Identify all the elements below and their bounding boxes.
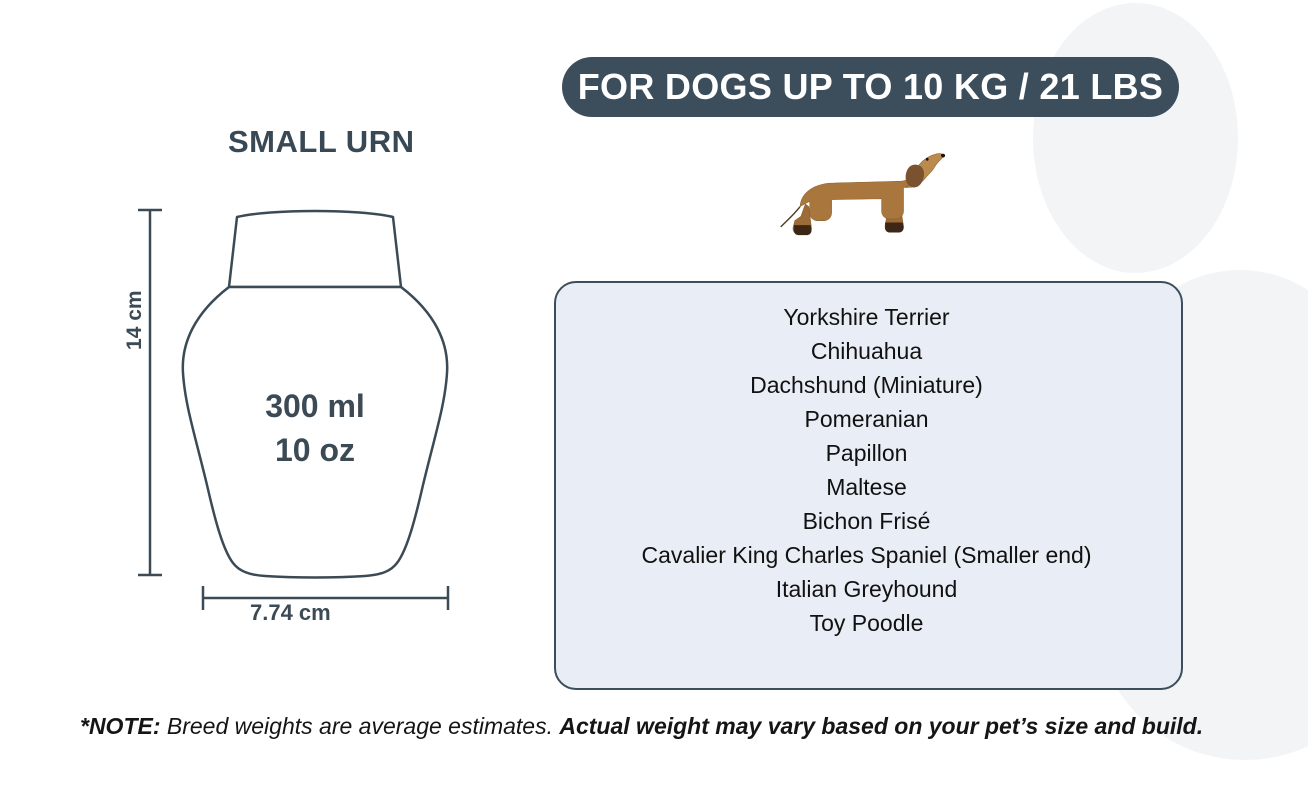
svg-text:10 oz: 10 oz [275,432,355,468]
svg-text:300 ml: 300 ml [265,388,365,424]
